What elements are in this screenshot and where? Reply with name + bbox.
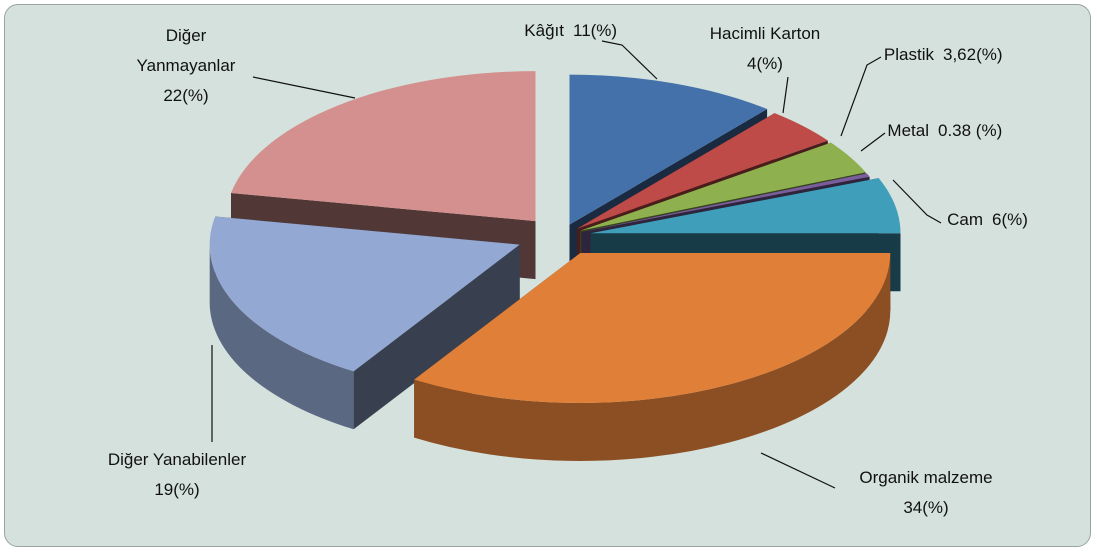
label-name: Organik malzeme	[859, 468, 993, 487]
slice-top	[569, 74, 768, 225]
label: Hacimli Karton 4(%)	[665, 19, 865, 79]
label-name: Plastik	[883, 45, 934, 64]
leader-line	[892, 179, 942, 224]
chart-frame: Kâğıt 11(%) Hacimli Karton 4(%) Plastik 3,62(…	[4, 4, 1091, 547]
slice-top	[580, 142, 866, 231]
label-value: 22(%)	[163, 86, 209, 105]
slice-wall	[414, 253, 891, 461]
label-value: 0.38 (%)	[938, 121, 1003, 140]
label-value: 34(%)	[903, 498, 949, 517]
chart	[209, 40, 942, 489]
label-name: Kâğıt	[524, 21, 564, 40]
label-name: Cam	[947, 210, 983, 229]
slice-top	[231, 71, 536, 222]
leader-line	[601, 40, 658, 80]
label-value: 3,62(%)	[943, 45, 1003, 64]
label: Diğer Yanabilenler 19(%)	[57, 445, 297, 505]
label-value: 6(%)	[992, 210, 1028, 229]
label-name: Hacimli Karton	[709, 24, 821, 43]
slice-wall	[209, 244, 354, 430]
label-value: 11(%)	[573, 21, 618, 40]
label-name: Metal	[887, 121, 929, 140]
slice-top	[414, 253, 891, 403]
label-name: Diğer Yanabilenler	[107, 450, 247, 469]
leader-line	[860, 132, 886, 152]
slice-top	[209, 216, 520, 372]
label: Diğer Yanmayanlar 22(%)	[121, 21, 251, 111]
label-name: Diğer Yanmayanlar	[136, 26, 236, 75]
leader-line	[840, 56, 882, 137]
slice	[414, 253, 891, 461]
slice-top	[577, 113, 828, 229]
leader-line	[782, 76, 789, 114]
leader-line	[252, 76, 356, 99]
slice-top	[581, 173, 870, 232]
label-value: 19(%)	[154, 480, 200, 499]
slice-top	[590, 178, 901, 234]
label-value: 4(%)	[747, 54, 783, 73]
leader-line	[760, 452, 836, 489]
label: Organik malzeme 34(%)	[816, 463, 1036, 523]
slice	[209, 216, 520, 430]
